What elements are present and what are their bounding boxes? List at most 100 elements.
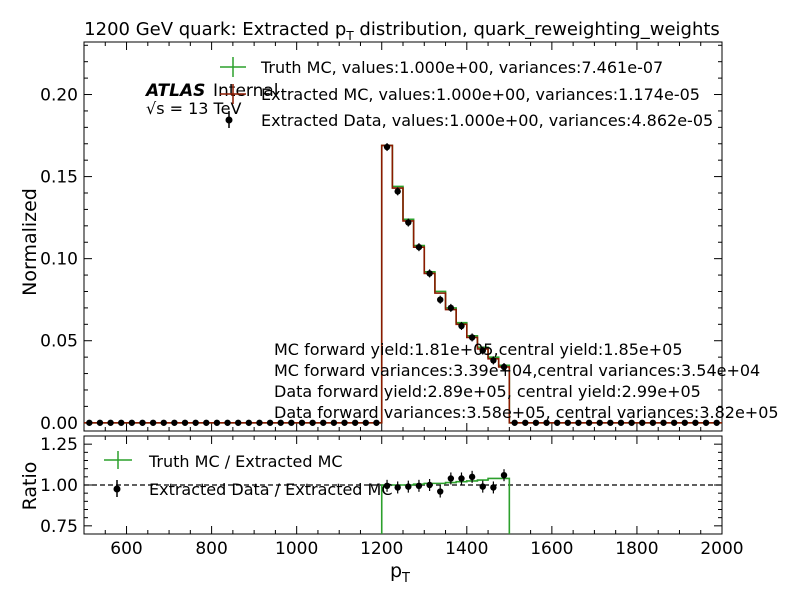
data-point	[532, 419, 540, 426]
data-point	[298, 419, 306, 426]
data-point	[245, 419, 253, 426]
data-point	[96, 419, 104, 426]
annotation-mc-yield: MC forward yield:1.81e+05,central yield:…	[274, 340, 683, 359]
data-point	[553, 419, 561, 426]
data-point	[192, 419, 199, 426]
main-y-ticks: 0.00 0.05 0.10 0.15 0.20	[40, 44, 722, 434]
data-point	[564, 419, 572, 426]
data-point	[511, 419, 518, 426]
data-point	[171, 419, 178, 426]
legend-label-truth-ratio: Truth MC / Extracted MC	[148, 452, 343, 471]
data-point	[713, 419, 720, 426]
data-point	[670, 419, 678, 426]
legend-label-extracted-mc: Extracted MC, values:1.000e+00, variance…	[261, 85, 700, 104]
main-legend: Truth MC, values:1.000e+00, variances:7.…	[220, 57, 713, 130]
atlas-internal-label: Internal	[213, 81, 279, 101]
main-x-ticks	[83, 42, 723, 431]
ratio-x-ticks: 600 800 1000 1200 1400 1600 1800 2000	[83, 436, 744, 559]
legend-label-extracted-data: Extracted Data, values:1.000e+00, varian…	[261, 111, 713, 130]
x-tick-label: 800	[195, 539, 227, 559]
main-data-points	[86, 143, 720, 426]
data-point	[181, 419, 189, 426]
data-point	[649, 419, 657, 426]
data-point	[681, 419, 688, 426]
main-y-tick-label: 0.15	[40, 168, 78, 188]
data-point	[373, 419, 380, 426]
ratio-y-tick-label: 1.00	[40, 476, 78, 496]
data-point	[256, 419, 263, 426]
data-point	[139, 419, 146, 426]
data-point	[639, 419, 646, 426]
ratio-data-point	[415, 482, 423, 490]
ratio-data-point	[426, 481, 433, 489]
data-point	[330, 419, 338, 426]
yield-annotations: MC forward yield:1.81e+05,central yield:…	[274, 340, 779, 422]
data-point	[660, 419, 667, 426]
data-point	[149, 419, 157, 426]
data-point	[107, 419, 114, 426]
data-point	[628, 419, 635, 426]
main-panel: 0.00 0.05 0.10 0.15 0.20 Normalized ATLAS In…	[19, 41, 779, 434]
ratio-legend: Truth MC / Extracted MC Extracted Data /…	[104, 451, 393, 499]
ratio-y-tick-label: 1.25	[40, 435, 78, 455]
legend-label-data-ratio: Extracted Data / Extracted MC	[149, 480, 393, 499]
annotation-data-variances: Data forward variances:3.58e+05, central…	[274, 403, 779, 422]
x-axis-label: pT	[390, 560, 410, 586]
ratio-data-point	[383, 482, 391, 490]
data-point	[118, 419, 125, 426]
data-point	[543, 419, 550, 426]
data-point	[288, 419, 295, 426]
data-point	[203, 419, 210, 426]
atlas-label: ATLAS	[144, 81, 205, 101]
x-tick-label: 1400	[445, 539, 488, 559]
data-point	[702, 419, 710, 426]
ratio-y-axis-label: Ratio	[19, 462, 41, 511]
main-y-tick-label: 0.05	[40, 332, 78, 352]
energy-label: √s = 13 TeV	[146, 99, 241, 118]
data-point	[585, 419, 593, 426]
chart-title: 1200 GeV quark: Extracted pT distributio…	[84, 19, 720, 43]
x-tick-label: 1000	[275, 539, 318, 559]
data-point	[692, 419, 699, 426]
ratio-panel: 0.75 1.00 1.25 600 800 1000 1200 1400 1600 1800 2…	[19, 435, 744, 586]
legend-entry-data-ratio: Extracted Data / Extracted MC	[113, 480, 393, 499]
ratio-data-point	[405, 483, 412, 490]
data-point	[309, 419, 316, 426]
annotation-mc-variances: MC forward variances:3.39e+04,central va…	[274, 361, 760, 380]
data-point	[522, 419, 529, 426]
data-point	[607, 419, 614, 426]
ratio-data-point	[479, 483, 486, 490]
annotation-data-yield: Data forward yield:2.89e+05, central yie…	[274, 382, 701, 401]
main-y-tick-label: 0.00	[40, 414, 78, 434]
legend-label-truth-mc: Truth MC, values:1.000e+00, variances:7.…	[260, 58, 663, 77]
main-y-axis-label: Normalized	[19, 188, 41, 296]
ratio-data-point	[437, 488, 444, 495]
data-point	[213, 419, 221, 426]
data-point	[596, 419, 603, 426]
data-point	[341, 419, 348, 426]
series-line-truth-ratio	[380, 477, 511, 534]
ratio-data-point	[468, 473, 476, 481]
legend-entry-extracted-mc: Extracted MC, values:1.000e+00, variance…	[220, 84, 700, 104]
data-point	[224, 419, 231, 426]
data-point	[320, 419, 327, 426]
data-point	[575, 419, 582, 426]
x-tick-label: 600	[110, 539, 142, 559]
data-point	[277, 419, 284, 426]
ratio-data-point	[394, 484, 401, 491]
x-tick-label: 1600	[530, 539, 573, 559]
data-point	[128, 419, 136, 426]
ratio-y-tick-label: 0.75	[40, 517, 78, 537]
ratio-data-point	[458, 475, 465, 482]
x-tick-label: 2000	[700, 539, 743, 559]
legend-entry-truth-mc: Truth MC, values:1.000e+00, variances:7.…	[220, 57, 663, 77]
data-point	[351, 419, 359, 426]
ratio-data-points	[383, 469, 508, 498]
data-point	[617, 419, 625, 426]
legend-entry-truth-ratio: Truth MC / Extracted MC	[104, 451, 343, 471]
x-tick-label: 1800	[615, 539, 658, 559]
ratio-data-point	[500, 472, 508, 479]
data-point	[362, 419, 369, 426]
main-y-tick-label: 0.10	[40, 250, 78, 270]
